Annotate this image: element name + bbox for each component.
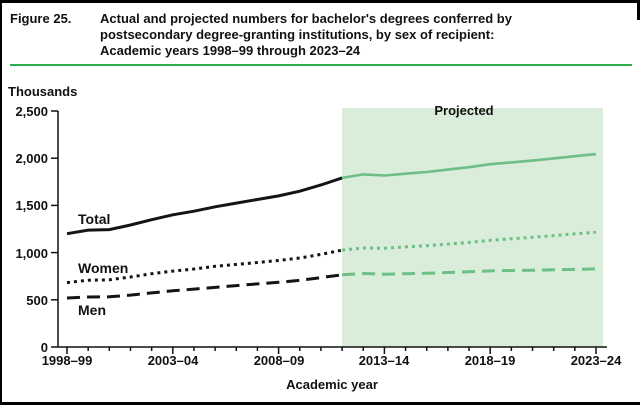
x-tick-label-1998-99: 1998–99: [41, 353, 93, 368]
y-axis-unit-label: Thousands: [8, 84, 78, 99]
figure-number-label: Figure 25.: [10, 11, 72, 26]
x-tick-label-2023-24: 2023–24: [570, 353, 622, 368]
series-label-women: Women: [78, 260, 129, 276]
figure-title: Actual and projected numbers for bachelo…: [100, 11, 620, 59]
series-men-projected-line: [342, 267, 597, 277]
frame-bottom: [0, 402, 640, 405]
series-men-actual-line: [66, 273, 343, 300]
frame-top: [0, 0, 640, 3]
figure-title-line-2: postsecondary degree-granting institutio…: [100, 27, 495, 42]
series-total-projected-line: [341, 152, 597, 180]
y-tick-label-2500: 2,500: [15, 104, 48, 119]
x-tick-label-2013-14: 2013–14: [358, 353, 410, 368]
x-tick-label-2018-19: 2018–19: [464, 353, 516, 368]
series-total-actual-line: [66, 176, 343, 236]
x-tick-label-2008-09: 2008–09: [253, 353, 305, 368]
y-tick-label-1000: 1,000: [15, 246, 48, 261]
projected-region-label: Projected: [434, 103, 494, 118]
figure-title-line-1: Actual and projected numbers for bachelo…: [100, 11, 512, 26]
title-divider-rule: [10, 64, 632, 66]
series-label-men: Men: [78, 302, 106, 318]
projected-region: [342, 108, 603, 347]
y-tick-label-1500: 1,500: [15, 198, 48, 213]
frame-right-stub: [637, 0, 640, 20]
frame-left: [0, 0, 2, 405]
figure-title-line-3: Academic years 1998–99 through 2023–24: [100, 43, 361, 58]
x-axis-title: Academic year: [286, 377, 378, 392]
series-label-total: Total: [78, 211, 111, 227]
y-tick-label-2000: 2,000: [15, 151, 48, 166]
y-tick-label-500: 500: [26, 293, 48, 308]
x-tick-label-2003-04: 2003–04: [147, 353, 199, 368]
y-tick-label-0: 0: [40, 340, 48, 355]
series-women-projected-line: [341, 230, 597, 252]
